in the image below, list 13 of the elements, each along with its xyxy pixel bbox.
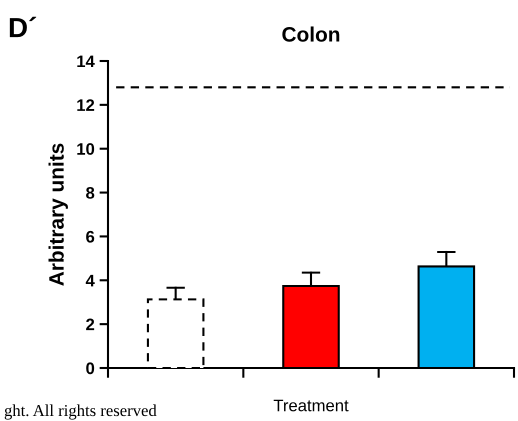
y-axis-title: Arbitrary units — [48, 144, 68, 286]
y-tick-label: 12 — [77, 99, 94, 111]
y-tick-label: 2 — [86, 318, 94, 330]
y-tick-label: 0 — [86, 362, 94, 374]
text: D´ — [10, 16, 36, 38]
y-tick-label: 6 — [86, 230, 94, 243]
y-tick-label: 10 — [77, 143, 94, 155]
y-tick-label: 4 — [86, 274, 95, 286]
chart-title: Colon — [282, 26, 340, 42]
text: ght. All rights reserved — [4, 404, 157, 420]
y-tick-label: 14 — [77, 56, 95, 68]
y-tick-label: 8 — [86, 186, 94, 199]
x-axis-title: Treatment — [274, 400, 349, 412]
